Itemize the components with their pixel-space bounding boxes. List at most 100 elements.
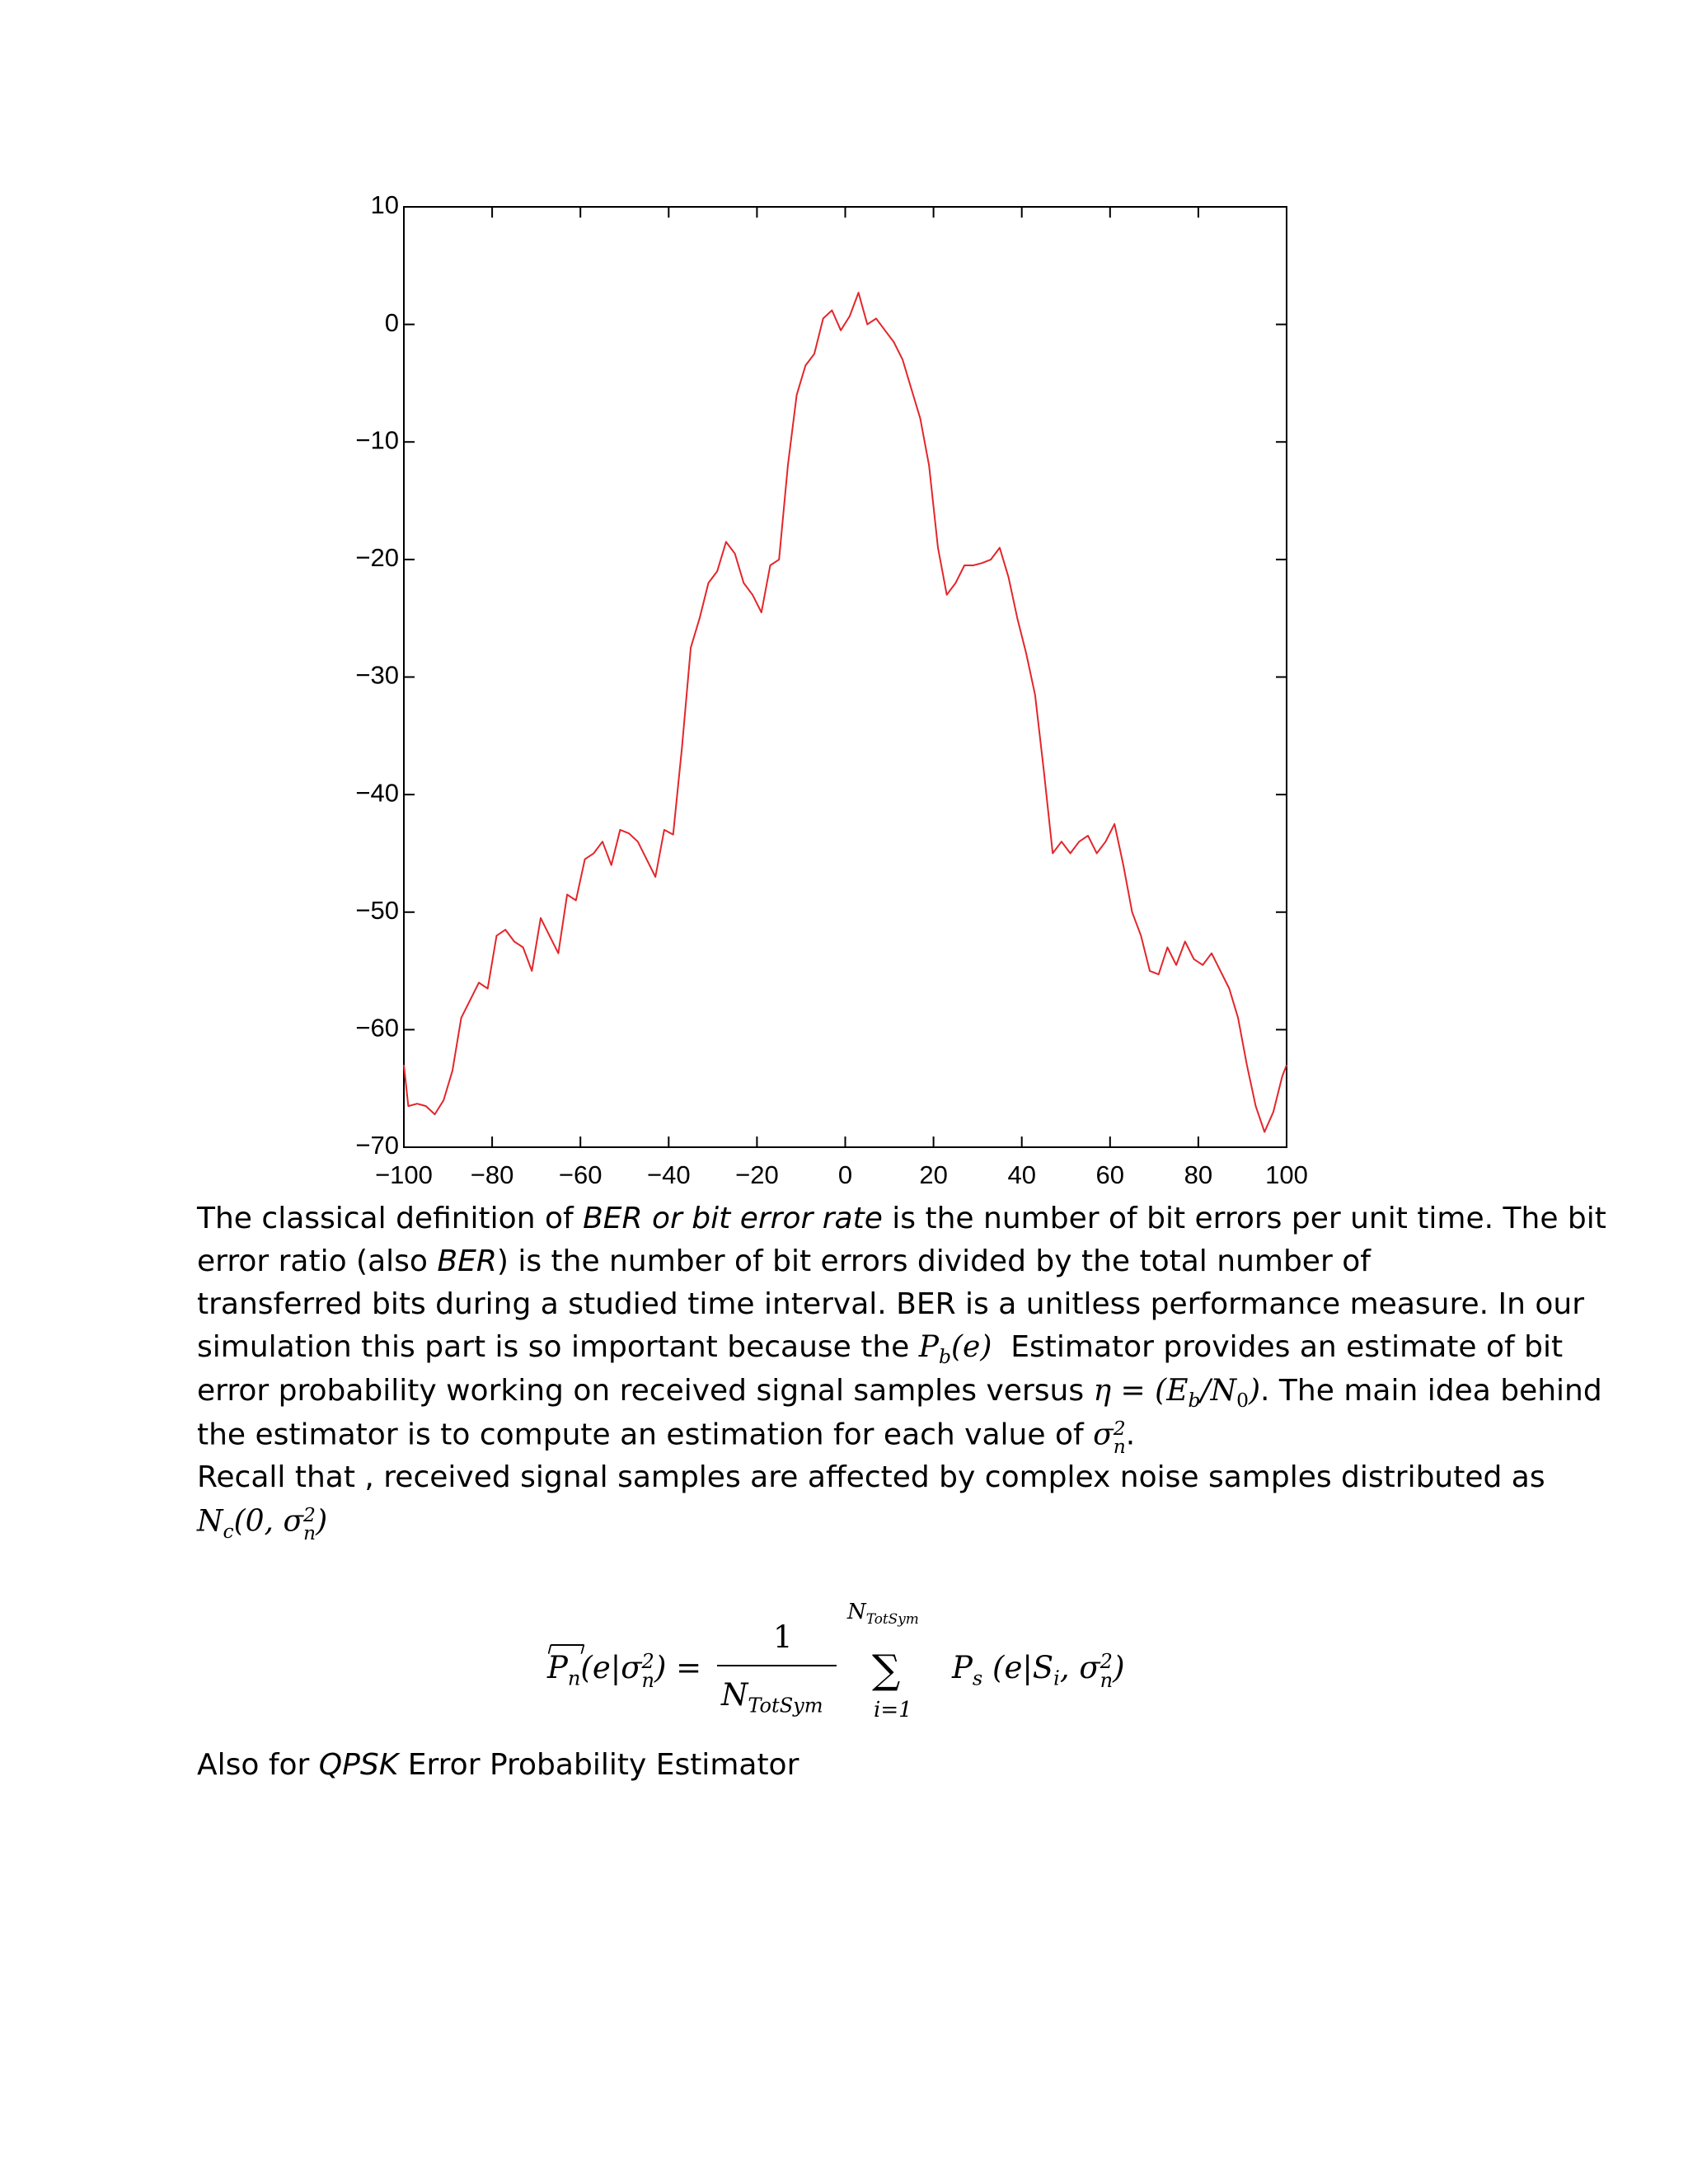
text-run: BER [437,1244,497,1278]
x-tick-label: −40 [647,1160,691,1189]
text-run: 2 [1113,1417,1126,1440]
text-run: σ [1093,1418,1114,1452]
text-line: error ratio (also BER) is the number of … [197,1247,1371,1277]
text-run: (e|σ [580,1650,642,1686]
numerator: 1 [773,1619,793,1655]
formula-lhs: Pn(e|σ 2 n) = [547,1644,702,1690]
text-run: TotSym [748,1694,823,1718]
text-line: The classical definition of BER or bit e… [197,1204,1606,1234]
text-line: Also for QPSK Error Probability Estimato… [197,1750,799,1780]
text-run: (0, σ [233,1504,304,1539]
x-tick-label: 40 [1007,1160,1035,1189]
text-run: η = (E [1093,1374,1189,1408]
text-run: 0 [1236,1389,1249,1413]
x-tick-label: 0 [838,1160,852,1189]
text-run: Error Probability Estimator [398,1748,799,1782]
text-run: 2 [641,1650,654,1673]
text-run: n [1100,1668,1114,1692]
text-run: b [939,1345,951,1369]
text-run: The classical definition of [197,1202,584,1235]
text-run: BER or bit error rate [583,1202,883,1235]
text-run: ) is the number of bit errors divided by… [496,1244,1371,1278]
text-run: ) [1113,1650,1125,1686]
text-run: 2 [303,1503,316,1526]
text-run: TotSym [865,1610,919,1627]
text-line: the estimator is to compute an estimatio… [197,1417,1136,1459]
denominator: NTotSym [721,1680,823,1715]
y-tick-label: −40 [355,778,399,807]
x-tick-label: −80 [471,1160,514,1189]
sum-sign: ∑ [872,1647,901,1693]
x-tick-label: 60 [1096,1160,1124,1189]
script-group: Pn [547,1644,585,1690]
fraction-bar [717,1665,837,1666]
plot-frame [403,206,1287,1148]
text-run: i [1053,1666,1060,1690]
text-run: the estimator is to compute an estimatio… [197,1418,1094,1452]
text-run: N [197,1504,223,1539]
text-run: Also for [197,1748,319,1782]
x-tick-label: −60 [559,1160,603,1189]
text-run: ) [654,1650,667,1686]
text-run: error ratio (also [197,1244,438,1278]
y-tick-label: −20 [355,543,399,572]
text-run: 2 [1100,1650,1113,1673]
text-run: . The main idea behind [1260,1374,1602,1408]
y-tick-label: −30 [355,661,399,690]
data-line [403,292,1287,1133]
text-run: P [918,1330,940,1364]
text-run: error probability working on received si… [197,1374,1094,1408]
text-line: simulation this part is so important bec… [197,1333,1563,1367]
hat [547,1644,585,1655]
y-tick-label: −60 [355,1014,399,1043]
text-run: . [1125,1418,1136,1452]
y-tick-label: 0 [385,308,399,337]
y-tick-label: −70 [355,1131,399,1160]
text-line: transferred bits during a studied time i… [197,1290,1584,1319]
x-tick-label: −100 [375,1160,433,1189]
text-run: n [641,1668,654,1692]
text-run: N [721,1677,748,1713]
y-tick-label: −50 [355,896,399,925]
text-run: (e) [951,1330,992,1364]
text-run: is the number of bit errors per unit tim… [882,1202,1606,1235]
text-run: ) [1249,1374,1261,1408]
text-run: b [1188,1389,1201,1413]
text-run: QPSK [318,1748,399,1782]
text-run: n [567,1666,581,1690]
y-tick-label: 10 [371,190,399,219]
text-run: N [847,1600,866,1624]
text-run: /N [1200,1374,1237,1408]
y-tick-label: −10 [355,425,399,454]
text-run: n [1113,1435,1126,1459]
text-run: (e|S [982,1650,1054,1686]
text-run: , σ [1059,1650,1100,1686]
text-line: Recall that , received signal samples ar… [197,1463,1545,1493]
text-run: simulation this part is so important bec… [197,1330,919,1364]
text-run: = [676,1650,702,1686]
sum-lower: i=1 [874,1698,912,1722]
text-run: Estimator provides an estimate of bit [992,1330,1564,1364]
text-run: s [972,1666,983,1690]
text-run: c [223,1519,234,1543]
sum-upper: NTotSym [847,1601,919,1626]
text-run: ) [316,1504,328,1539]
x-tick-label: 80 [1184,1160,1212,1189]
chart: −100 −80 −60 −40 −20 0 20 40 60 80 100100−10−20−30… [355,190,1308,1189]
formula-rhs: Ps (e|Si, σ 2 n) [952,1652,1125,1690]
text-run: P [952,1650,973,1686]
text-run: n [303,1521,316,1545]
x-tick-label: −20 [735,1160,779,1189]
text-run: transferred bits during a studied time i… [197,1287,1585,1321]
text-line: error probability working on received si… [197,1376,1602,1411]
x-tick-label: 20 [919,1160,947,1189]
text-run: P [547,1650,568,1686]
text-run: Recall that , received signal samples ar… [197,1460,1545,1494]
text-line: Nc(0, σ 2 n) [197,1503,328,1545]
x-tick-label: 100 [1265,1160,1308,1189]
